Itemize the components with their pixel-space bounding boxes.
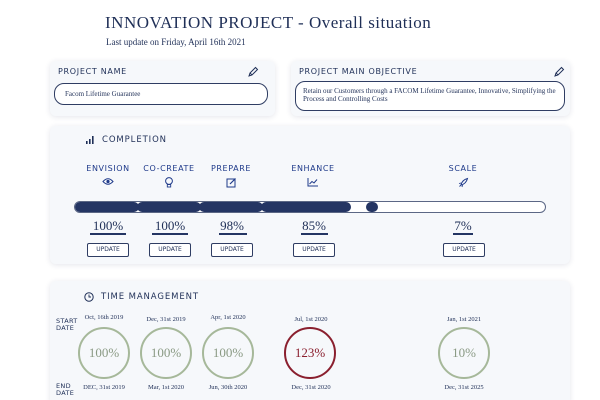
update-button-enhance[interactable]: UPDATE <box>293 243 335 257</box>
rocket-icon <box>458 177 468 188</box>
start-date: Jul, 1st 2020 <box>294 316 328 323</box>
completion-header: COMPLETION <box>86 135 167 145</box>
eye-icon <box>102 178 114 185</box>
phase-co-create: CO-CREATE <box>129 164 209 188</box>
percent-underline <box>152 233 188 235</box>
phase-name: ENVISION <box>86 164 130 173</box>
clock-icon <box>84 292 94 302</box>
bar-chart-icon <box>86 136 94 144</box>
project-objective-field[interactable]: Retain our Customers through a FACOM Lif… <box>295 81 565 111</box>
phase-enhance: ENHANCE <box>273 164 353 187</box>
project-objective-card: PROJECT MAIN OBJECTIVE Retain our Custom… <box>291 61 570 116</box>
end-date: Jun, 30th 2020 <box>208 384 248 391</box>
end-date: Dec, 31st 2020 <box>291 384 331 391</box>
edit-icon <box>226 178 236 188</box>
update-button-co-create[interactable]: UPDATE <box>149 243 191 257</box>
update-button-scale[interactable]: UPDATE <box>443 243 485 257</box>
progress-segment-prepare <box>199 202 263 212</box>
project-objective-value: Retain our Customers through a FACOM Lif… <box>303 87 556 103</box>
update-button-prepare[interactable]: UPDATE <box>211 243 253 257</box>
completion-percent: 98% <box>220 218 244 233</box>
start-date: Oct, 16th 2019 <box>84 314 124 321</box>
end-date: Mar, 1st 2020 <box>147 384 185 391</box>
progress-segment-co-create <box>137 202 201 212</box>
start-date: Dec, 31st 2019 <box>146 316 186 323</box>
time-gauge: 100% <box>78 327 130 379</box>
phase-name: CO-CREATE <box>143 164 195 173</box>
time-gauge-value: 123% <box>294 345 326 360</box>
last-update-text: Last update on Friday, April 16th 2021 <box>106 37 246 47</box>
time-gauge: 10% <box>438 327 490 379</box>
phase-name: PREPARE <box>210 164 252 173</box>
phase-prepare: PREPARE <box>191 164 271 188</box>
time-gauge: 100% <box>202 327 254 379</box>
start-date: Apr, 1st 2020 <box>210 314 246 321</box>
percent-underline <box>301 233 328 235</box>
project-name-field[interactable]: Facom Lifetime Guarantee <box>54 83 268 105</box>
end-date: Dec, 31st 2025 <box>444 384 484 391</box>
update-button-envision[interactable]: UPDATE <box>87 243 129 257</box>
phase-name: SCALE <box>448 164 478 173</box>
lightbulb-icon <box>165 177 173 188</box>
pencil-icon[interactable] <box>553 66 565 78</box>
time-gauge-value: 100% <box>212 345 244 360</box>
project-name-label: PROJECT NAME <box>58 67 127 76</box>
time-gauge: 100% <box>140 327 192 379</box>
time-gauge-value: 100% <box>150 345 182 360</box>
project-name-card: PROJECT NAME Facom Lifetime Guarantee <box>50 61 275 116</box>
completion-percent: 100% <box>154 218 186 233</box>
phase-scale: SCALE <box>423 164 503 188</box>
start-date-label: START DATE <box>56 317 78 332</box>
time-gauge-overdue: 123% <box>284 327 336 379</box>
time-gauge-value: 100% <box>88 345 120 360</box>
phase-name: ENHANCE <box>291 164 335 173</box>
percent-underline <box>453 233 473 235</box>
completion-percent: 85% <box>302 218 326 233</box>
percent-underline <box>219 233 247 235</box>
end-date-label: END DATE <box>56 382 75 397</box>
trend-icon <box>307 178 318 187</box>
project-objective-label: PROJECT MAIN OBJECTIVE <box>299 67 418 76</box>
end-date: DEC, 31st 2019 <box>83 384 125 391</box>
pencil-icon[interactable] <box>247 66 259 78</box>
page-title: INNOVATION PROJECT - Overall situation <box>105 13 432 32</box>
progress-segment-enhance <box>261 202 351 212</box>
start-date: Jan, 1st 2021 <box>446 316 482 323</box>
percent-underline <box>90 233 126 235</box>
completion-percent: 100% <box>92 218 124 233</box>
project-name-value: Facom Lifetime Guarantee <box>65 90 141 98</box>
time-management-header: TIME MANAGEMENT <box>84 292 199 302</box>
phase-envision: ENVISION <box>68 164 148 186</box>
time-gauge-value: 10% <box>452 345 476 360</box>
completion-label: COMPLETION <box>102 135 167 145</box>
time-management-label: TIME MANAGEMENT <box>101 292 199 302</box>
completion-card <box>50 126 570 264</box>
completion-percent: 7% <box>454 218 472 233</box>
progress-segment-envision <box>75 202 139 212</box>
progress-segment-scale <box>366 202 378 212</box>
